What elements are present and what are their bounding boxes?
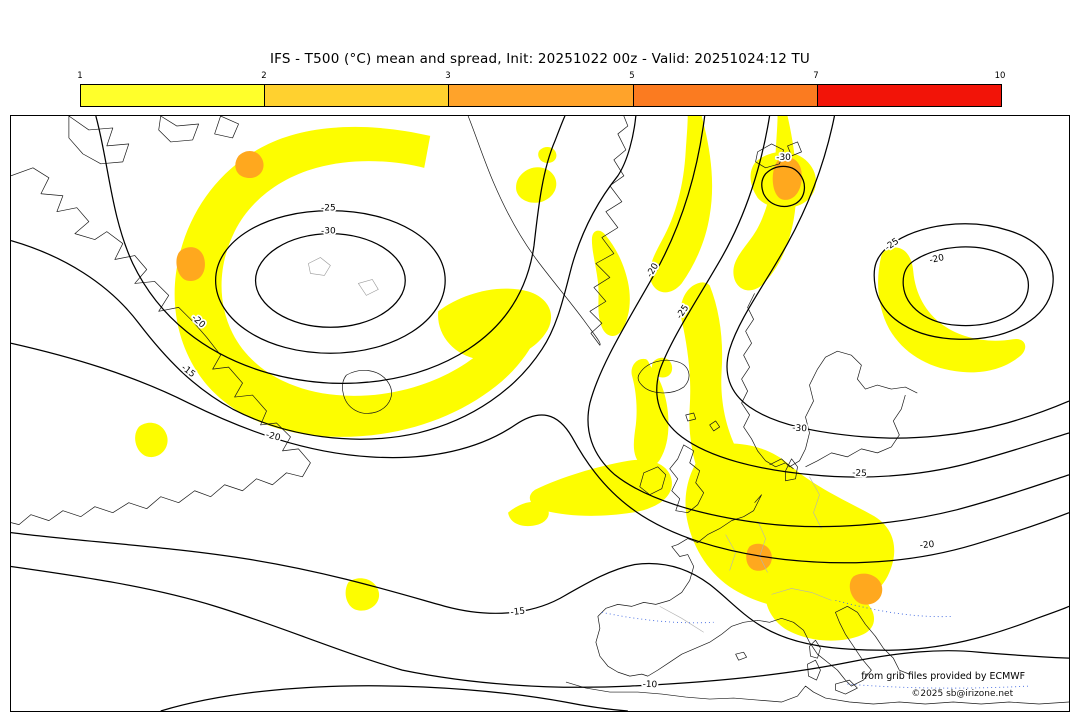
contour-label: -30 <box>792 424 807 435</box>
spread-colorbar <box>80 84 1002 107</box>
country-border <box>725 534 736 571</box>
coastline-svalbard <box>755 141 802 169</box>
spread-region <box>529 459 672 516</box>
contour-line <box>11 565 1069 688</box>
contour-label: -30 <box>776 153 791 163</box>
spread-region <box>345 578 380 611</box>
spread-region <box>685 443 895 611</box>
coastline-greenland <box>467 116 629 346</box>
credits: from grib files provided by ECMWF ©2025 … <box>861 671 1025 699</box>
contour-label: -25 <box>321 204 336 214</box>
contour-label: -15 <box>510 607 526 618</box>
map-frame: -20 -15 -25 -30 -20 -20 -20 -25 -30 -25 -30 -15 -10-… <box>10 115 1070 712</box>
contour-line <box>254 232 406 328</box>
contour-line <box>11 531 1069 651</box>
spread-region <box>591 230 630 337</box>
colorbar-tick-label: 2 <box>261 71 267 81</box>
spread-region <box>765 580 875 641</box>
coastline-balearics <box>735 651 747 661</box>
contour-label: -20 <box>919 540 935 551</box>
coastline-baltic-south <box>805 394 906 468</box>
contour-label: -25 <box>852 468 867 479</box>
contour-line <box>902 246 1029 327</box>
colorbar-segment <box>449 85 634 106</box>
colorbar-ticks: 1 2 3 5 7 10 <box>77 71 1005 82</box>
credit-ecmwf: from grib files provided by ECMWF <box>861 671 1025 682</box>
coastline-africa <box>565 681 1069 705</box>
colorbar-tick-label: 3 <box>445 71 451 81</box>
spread-region <box>174 126 539 437</box>
spread-region-high <box>176 247 205 281</box>
country-border <box>659 606 704 633</box>
contour-label: -30 <box>321 227 336 237</box>
spread-region <box>508 501 549 527</box>
contour-line <box>160 685 628 711</box>
coastline-iceland <box>637 359 690 394</box>
spread-region <box>878 247 1026 373</box>
coastline-baltic <box>769 350 918 468</box>
coastline-sicily <box>835 679 858 695</box>
contour-line <box>656 116 1069 478</box>
colorbar-tick-label: 7 <box>813 71 819 81</box>
spread-region <box>438 288 552 360</box>
spread-region-high <box>849 573 883 605</box>
coastline-shetland <box>709 420 721 432</box>
country-border <box>757 520 768 573</box>
spread-region-high <box>772 157 802 200</box>
colorbar-tick-label: 5 <box>629 71 635 81</box>
contours-layer <box>11 116 1069 711</box>
colorbar-segment <box>633 85 818 106</box>
graticule-layer <box>601 599 1030 689</box>
colorbar-segment <box>817 85 1002 106</box>
colorbar-tick-label: 1 <box>77 71 83 81</box>
coastline-newfoundland <box>342 370 392 414</box>
coastline-arctic-islands <box>214 116 239 139</box>
spread-region <box>631 358 669 467</box>
spread-shading-layer <box>135 116 1026 641</box>
coastline-arctic-islands <box>68 116 130 165</box>
graticule-line <box>601 611 714 624</box>
coastline-norway <box>741 293 794 470</box>
colorbar-segment <box>265 85 450 106</box>
coastline-canada <box>11 167 311 525</box>
spread-region <box>516 167 557 203</box>
contour-line <box>11 342 1069 564</box>
spread-region-high <box>235 150 264 179</box>
coastlines-layer <box>11 116 1069 705</box>
coastline-faroe <box>685 412 697 422</box>
coastline-corsica <box>809 639 821 659</box>
chart-title: IFS - T500 (°C) mean and spread, Init: 2… <box>269 51 811 67</box>
contour-line <box>587 116 1069 528</box>
contour-label: -20 <box>265 430 282 443</box>
coastline-ireland <box>639 466 667 496</box>
lake <box>357 279 379 296</box>
contour-line <box>11 116 637 440</box>
borders-layer <box>659 476 832 633</box>
coastline-britain <box>669 444 705 514</box>
spread-region <box>651 357 673 378</box>
contour-label: -20 <box>929 253 946 266</box>
lake <box>308 257 331 276</box>
contour-line <box>761 165 806 207</box>
weather-map: -20-15-25-30-20-20-20-25-30-25-30-15-10-… <box>11 116 1069 711</box>
coastline-arctic-islands <box>158 116 199 143</box>
colorbar-tick-label: 10 <box>994 71 1006 81</box>
coastline-sardinia <box>807 659 821 681</box>
country-border <box>809 476 822 529</box>
colorbar-segment <box>81 85 266 106</box>
graticule-line <box>835 599 954 618</box>
contour-line <box>873 223 1054 340</box>
coastline-europe <box>595 494 910 687</box>
graticule-line <box>847 683 1030 689</box>
contour-line <box>95 116 566 384</box>
spread-region-high <box>746 543 772 571</box>
contour-line <box>726 116 1069 439</box>
spread-region <box>135 422 168 458</box>
country-border <box>771 588 832 601</box>
contour-line <box>214 210 446 354</box>
contour-label: -10 <box>642 680 657 691</box>
credit-copyright: ©2025 sb@irizone.net <box>911 689 1013 699</box>
spread-region <box>538 147 557 163</box>
